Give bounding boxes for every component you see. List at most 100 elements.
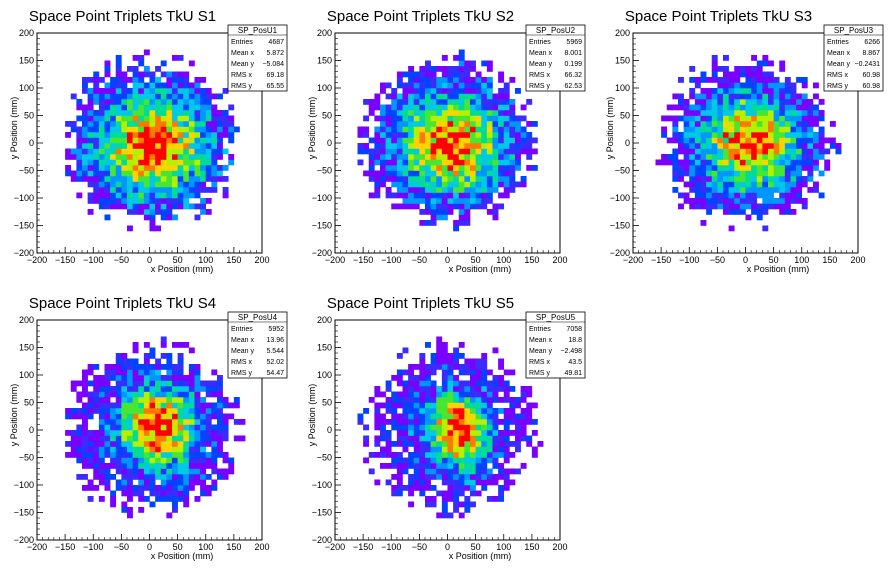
heatmap-cell — [121, 501, 128, 508]
heatmap-cell — [194, 192, 201, 199]
heatmap-cell — [447, 441, 454, 447]
heatmap-cell — [104, 115, 111, 122]
stats-label: Mean x — [529, 337, 552, 344]
heatmap-cell — [127, 463, 133, 469]
x-tick-label: 150 — [226, 255, 241, 265]
heatmap-cell — [447, 419, 454, 425]
heatmap-cell — [98, 104, 105, 111]
heatmap-cell — [121, 82, 128, 89]
heatmap-cell — [751, 159, 758, 166]
heatmap-cell — [115, 408, 122, 414]
heatmap-cell — [509, 397, 516, 403]
y-tick-label: −150 — [312, 508, 332, 518]
heatmap-cell — [160, 187, 167, 193]
heatmap-cell — [98, 496, 105, 502]
heatmap-cell — [70, 176, 77, 182]
heatmap-cell — [104, 192, 111, 199]
y-tick-label: −100 — [312, 480, 332, 490]
heatmap-cell — [773, 165, 780, 171]
heatmap-cell — [419, 181, 426, 188]
heatmap-cell — [458, 380, 465, 387]
heatmap-cell — [222, 402, 229, 409]
heatmap-cell — [70, 430, 77, 436]
heatmap-cell — [368, 192, 375, 199]
y-tick-label: 0 — [327, 425, 332, 435]
heatmap-cell — [689, 154, 696, 160]
heatmap-cell — [121, 452, 128, 458]
x-tick-label: 150 — [226, 542, 241, 552]
heatmap-cell — [82, 375, 88, 381]
y-tick-label: 100 — [19, 370, 34, 380]
heatmap-cell — [166, 386, 173, 392]
y-tick-label: 0 — [327, 138, 332, 148]
heatmap-cell — [425, 474, 431, 480]
heatmap-cell — [368, 159, 375, 166]
heatmap-cell — [470, 82, 476, 89]
heatmap-cell — [374, 402, 381, 409]
heatmap-cell — [121, 435, 128, 442]
heatmap-cell — [728, 181, 735, 188]
heatmap-cell — [447, 165, 454, 171]
heatmap-cell — [183, 463, 190, 469]
heatmap-cell — [110, 430, 117, 436]
heatmap-cell — [464, 369, 471, 376]
heatmap-cell — [470, 159, 476, 166]
heatmap-cell — [756, 165, 763, 171]
heatmap-cell — [93, 457, 100, 464]
heatmap-cell — [121, 364, 128, 370]
heatmap-cell — [773, 121, 780, 127]
heatmap-cell — [425, 60, 431, 67]
heatmap-cell — [425, 77, 431, 83]
heatmap-cell — [104, 468, 111, 475]
heatmap-cell — [138, 132, 145, 138]
y-tick-label: −200 — [312, 248, 332, 258]
heatmap-cell — [385, 93, 392, 100]
heatmap-cell — [222, 192, 229, 199]
heatmap-cell — [419, 165, 426, 171]
heatmap-cell — [76, 99, 83, 105]
heatmap-cell — [475, 110, 482, 116]
heatmap-cell — [734, 110, 741, 116]
heatmap-cell — [183, 159, 190, 166]
heatmap-cell — [486, 435, 493, 442]
heatmap-cell — [447, 468, 454, 475]
heatmap-cell — [661, 126, 668, 133]
heatmap-cell — [396, 353, 403, 359]
heatmap-cell — [188, 148, 195, 155]
heatmap-cell — [419, 419, 426, 425]
heatmap-cell — [520, 386, 527, 392]
heatmap-cell — [391, 110, 398, 116]
heatmap-cell — [436, 424, 443, 431]
heatmap-cell — [509, 468, 516, 475]
heatmap-cell — [149, 457, 156, 464]
heatmap-cell — [385, 452, 392, 458]
heatmap-cell — [385, 419, 392, 425]
heatmap-cell — [149, 181, 156, 188]
heatmap-cell — [458, 342, 465, 348]
heatmap-cell — [509, 402, 516, 409]
heatmap-cell — [155, 66, 162, 72]
heatmap-cell — [200, 397, 207, 403]
heatmap-cell — [87, 181, 94, 188]
heatmap-cell — [711, 121, 718, 127]
heatmap-cell — [177, 203, 184, 210]
heatmap-cell — [132, 419, 139, 425]
heatmap-cell — [784, 165, 791, 171]
heatmap-cell — [672, 165, 679, 171]
heatmap-cell — [93, 446, 100, 453]
heatmap-cell — [155, 463, 162, 469]
heatmap-cell — [110, 408, 117, 414]
heatmap-cell — [200, 154, 207, 160]
heatmap-cell — [194, 408, 201, 414]
heatmap-cell — [121, 380, 128, 387]
heatmap-cell — [734, 88, 741, 94]
heatmap-cell — [678, 159, 684, 166]
heatmap-cell — [160, 71, 167, 78]
heatmap-cell — [447, 143, 454, 149]
heatmap-cell — [413, 198, 420, 204]
heatmap-cell — [200, 468, 207, 475]
heatmap-cell — [127, 413, 133, 420]
heatmap-cell — [481, 159, 488, 166]
heatmap-cell — [784, 154, 791, 160]
heatmap-cell — [82, 159, 88, 166]
